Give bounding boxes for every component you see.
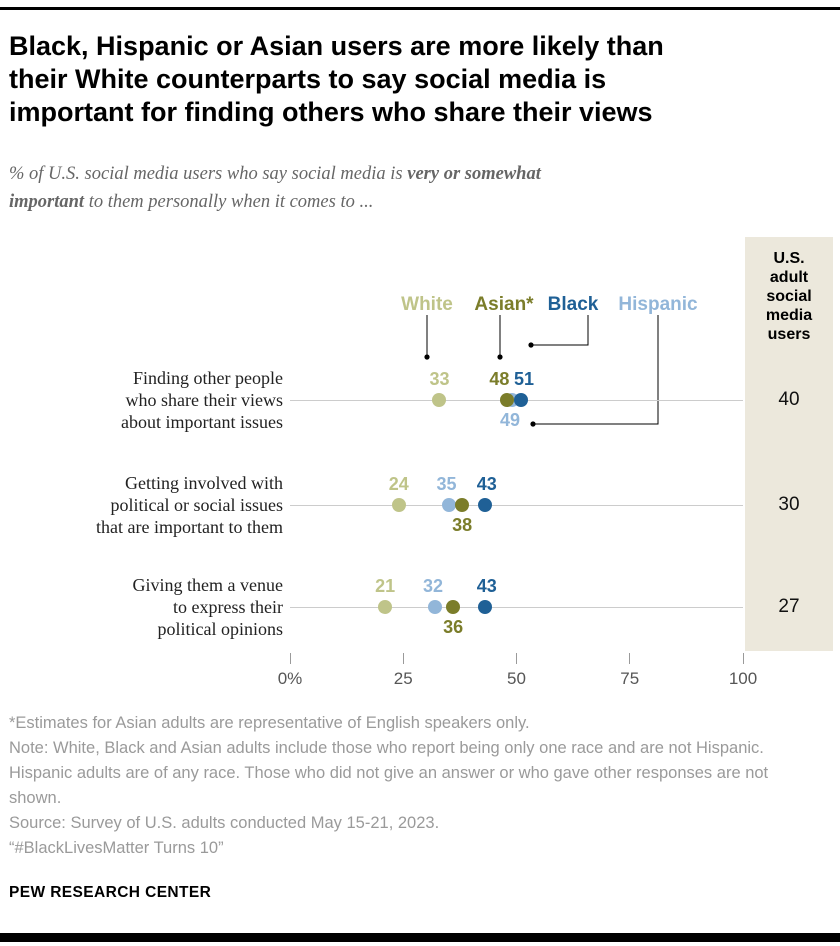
row-category-label: Giving them a venue to express their polit…	[132, 575, 283, 639]
dot-white	[378, 600, 393, 614]
leader-hispanic	[533, 315, 659, 425]
axis-tick-label: 100	[728, 669, 758, 688]
subtitle-text: % of U.S. social media users who say soc…	[9, 164, 408, 184]
axis-tick	[402, 653, 404, 664]
footnote-line: Note: White, Black and Asian adults incl…	[9, 739, 769, 807]
value-label-asian: 38	[452, 515, 473, 535]
leader-hispanic-endpoint	[530, 421, 536, 427]
axis-tick-label: 0%	[277, 669, 303, 688]
value-label-hispanic: 49	[499, 410, 520, 430]
axis-tick-label: 75	[620, 669, 640, 688]
axis-tick	[289, 653, 291, 664]
leader-asian-endpoint	[497, 354, 503, 360]
bottom-bar	[0, 933, 840, 942]
axis-tick	[629, 653, 631, 664]
footnote-line: “#BlackLivesMatter Turns 10”	[9, 839, 224, 857]
axis-tick	[516, 653, 517, 664]
leader-black-endpoint	[528, 342, 534, 348]
legend-label-white: White	[401, 294, 453, 315]
us-adults-value: 27	[778, 596, 800, 617]
pew-research-center-wordmark: PEW RESEARCH CENTER	[9, 884, 212, 901]
axis-tick-label: 50	[507, 669, 526, 688]
subtitle-bold-1: very or somewhat	[407, 164, 541, 184]
title-line-2: their White counterparts to say social m…	[9, 64, 607, 94]
value-label-white: 33	[429, 369, 450, 389]
footnote-line: *Estimates for Asian adults are represen…	[9, 714, 530, 732]
dot-asian	[500, 393, 515, 407]
axis-tick	[742, 653, 744, 664]
leader-white-endpoint	[424, 354, 430, 360]
dot-black	[477, 600, 492, 614]
legend-label-black: Black	[547, 294, 599, 315]
axis-tick-label: 25	[393, 669, 413, 688]
panel-header: U.S. adult social media users	[765, 250, 813, 343]
subtitle-bold-2: important	[9, 192, 85, 212]
row-category-label: Getting involved with political or social…	[96, 473, 283, 537]
legend-label-hispanic: Hispanic	[618, 294, 698, 315]
footnotes: *Estimates for Asian adults are represen…	[9, 711, 823, 861]
footnote-line: Source: Survey of U.S. adults conducted …	[9, 814, 440, 832]
dot-hispanic	[441, 498, 456, 512]
legend-label-asian: Asian*	[474, 294, 534, 315]
dot-plot-chart: U.S. adult social media users White Asian* Bla…	[0, 237, 840, 707]
us-adults-value: 40	[778, 389, 800, 410]
dot-black	[514, 393, 529, 407]
top-rule	[0, 7, 840, 10]
value-label-black: 43	[476, 474, 497, 494]
title-line-1: Black, Hispanic or Asian users are more …	[9, 31, 664, 61]
dot-black	[477, 498, 492, 512]
value-label-hispanic: 32	[422, 576, 443, 596]
dot-white	[391, 498, 406, 512]
us-adults-panel: U.S. adult social media users	[745, 237, 833, 651]
row-baseline	[290, 607, 743, 608]
row-category-label: Finding other people who share their view…	[121, 368, 283, 432]
dot-asian	[455, 498, 470, 512]
value-label-black: 51	[514, 369, 535, 389]
subtitle-text-2: to them personally when it comes to ...	[84, 192, 374, 212]
dot-hispanic	[427, 600, 442, 614]
dot-asian	[446, 600, 461, 614]
chart-subtitle: % of U.S. social media users who say soc…	[9, 160, 709, 216]
value-label-asian: 36	[443, 617, 464, 637]
value-label-white: 24	[388, 474, 409, 494]
title-line-3: important for finding others who share t…	[9, 97, 653, 127]
chart-title: Black, Hispanic or Asian users are more …	[9, 30, 829, 129]
value-label-hispanic: 35	[436, 474, 457, 494]
leader-black	[531, 315, 589, 346]
dot-white	[432, 393, 447, 407]
row-baseline	[290, 505, 743, 506]
value-label-asian: 48	[489, 369, 510, 389]
us-adults-value: 30	[778, 494, 800, 515]
value-label-white: 21	[375, 576, 396, 596]
value-label-black: 43	[476, 576, 497, 596]
